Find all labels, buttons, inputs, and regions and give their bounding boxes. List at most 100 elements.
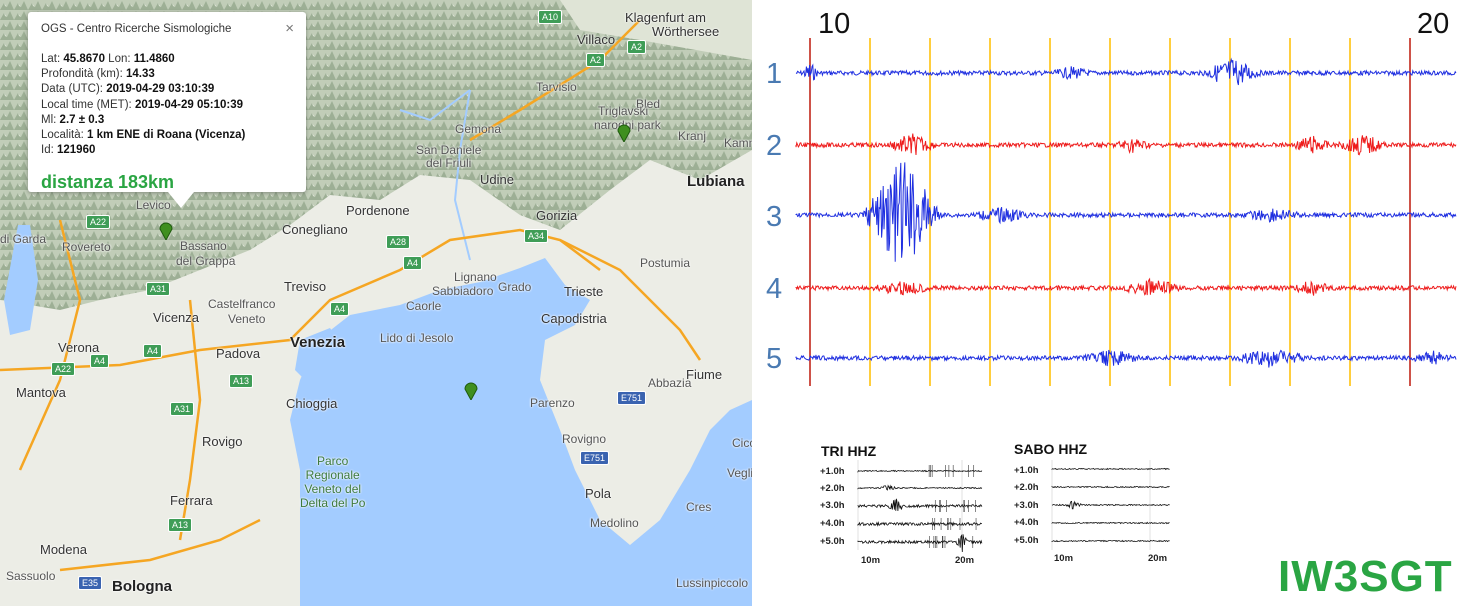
detail-row-location: Località: 1 km ENE di Roana (Vicenza) [41, 129, 246, 142]
place-label: Verona [58, 340, 100, 355]
place-label: Capodistria [541, 311, 607, 326]
panel-title-sabo: SABO HHZ [1014, 441, 1088, 457]
map-view[interactable]: Klagenfurt am Wörthersee Villaco Tarvisi… [0, 0, 752, 606]
trace-row-number: 5 [766, 343, 783, 375]
place-label: Medolino [590, 516, 639, 530]
place-label: Ferrara [170, 493, 213, 508]
panel-x-tick: 10m [1054, 553, 1074, 564]
place-label: Modena [40, 542, 87, 557]
place-label: Lido di Jesolo [380, 331, 454, 345]
seismic-trace-5 [795, 349, 1457, 368]
earthquake-info-popup: OGS - Centro Ricerche Sismologiche × Lat… [28, 12, 306, 208]
road-shield: A4 [90, 354, 110, 368]
road-shield: A31 [146, 282, 171, 296]
detail-row-id: Id: 121960 [41, 144, 96, 157]
place-label: Caorle [406, 299, 442, 313]
road-shield: A31 [170, 402, 195, 416]
place-label: Cicc [732, 436, 752, 450]
place-label: Lussinpiccolo [676, 576, 749, 590]
place-label: Wörthersee [652, 24, 720, 39]
seismic-trace-1 [795, 57, 1457, 86]
road-shield: A4 [330, 302, 350, 316]
popup-details: Lat: 45.8670 Lon: 11.4860 Profondità (km… [41, 52, 245, 158]
panel-x-tick: 10m [861, 555, 881, 566]
place-label: Pordenone [346, 203, 410, 218]
panel-x-tick: 20m [955, 555, 975, 566]
place-label: Bologna [112, 578, 172, 595]
road-shield: A34 [524, 229, 549, 243]
station-callsign: IW3SGT [1278, 552, 1453, 601]
panel-row-label: +2.0h [820, 483, 845, 494]
place-label: San Daniele [416, 143, 482, 157]
helicorder-trace [1051, 500, 1170, 510]
panel-row-label: +5.0h [820, 536, 845, 547]
map-terrain [0, 0, 752, 606]
distance-label: distanza 183km [41, 172, 175, 192]
place-label: Triglavski [598, 104, 649, 118]
place-label: Pola [585, 486, 612, 501]
road-shield: A22 [86, 215, 111, 229]
place-label: Levico [136, 198, 171, 212]
place-label: Udine [480, 172, 514, 187]
helicorder-trace [1051, 467, 1170, 471]
epicenter-marker-icon[interactable] [159, 222, 173, 240]
road-shield: E751 [580, 451, 610, 465]
trace-row-number: 1 [766, 58, 783, 90]
panel-row-label: +1.0h [1014, 465, 1039, 476]
place-label: del Grappa [176, 254, 236, 268]
helicorder-trace [857, 469, 983, 473]
place-label: Fiume [686, 367, 723, 382]
station-marker-icon[interactable] [464, 382, 478, 400]
panel-row-label: +2.0h [1014, 482, 1039, 493]
helicorder-trace [857, 484, 983, 491]
place-label: Veneto [228, 312, 266, 326]
road-shield: A2 [627, 40, 647, 54]
seismic-trace-4 [795, 277, 1457, 296]
place-label: di Garda [0, 232, 47, 246]
place-label: Klagenfurt am [625, 10, 706, 25]
station-marker-icon[interactable] [617, 124, 631, 142]
road-shield: A13 [229, 374, 254, 388]
helicorder-panels [857, 460, 1170, 553]
detail-row-coords: Lat: 45.8670 Lon: 11.4860 [41, 53, 175, 65]
road-shield: A2 [586, 53, 606, 67]
place-label: Kranj [678, 129, 707, 143]
trace-row-number: 4 [766, 273, 783, 305]
seismic-trace-3 [795, 162, 1457, 262]
road-shield: A22 [51, 362, 76, 376]
place-label: Castelfranco [208, 297, 276, 311]
popup-tail [168, 192, 194, 208]
helicorder-trace [1051, 485, 1170, 489]
detail-row-depth: Profondità (km): 14.33 [41, 68, 155, 81]
time-label-end: 20 [1417, 8, 1450, 40]
road-shield: A13 [168, 518, 193, 532]
place-label: Trieste [564, 284, 604, 299]
place-label: Villaco [577, 32, 616, 47]
place-label: Lignano [454, 270, 497, 284]
helicorder-trace [1051, 539, 1170, 543]
trace-row-number: 3 [766, 201, 783, 233]
place-label: Parenzo [530, 396, 575, 410]
detail-row-date-utc: Data (UTC): 2019-04-29 03:10:39 [41, 83, 215, 96]
helicorder-trace [1051, 521, 1170, 525]
seismic-trace-2 [795, 133, 1457, 156]
panel-title-tri: TRI HHZ [821, 443, 877, 459]
place-label: Gorizia [536, 208, 578, 223]
place-label: Padova [216, 346, 261, 361]
detail-row-magnitude: Ml: 2.7 ± 0.3 [41, 113, 105, 126]
panel-row-label: +1.0h [820, 466, 845, 477]
place-label: narodni park [594, 118, 661, 132]
place-label: Bled [636, 97, 661, 111]
park-label: Parco Regionale Veneto del Delta del Po [300, 454, 366, 510]
panel-row-label: +3.0h [820, 500, 845, 511]
road-shield: A28 [386, 235, 411, 249]
helicorder-trace [857, 498, 983, 512]
panel-row-label: +3.0h [1014, 500, 1039, 511]
seismogram-area: 10 20 1 2 3 4 5 TRI HHZ SABO HHZ +1.0h +… [752, 0, 1474, 606]
place-label: Venezia [290, 334, 346, 351]
close-icon[interactable]: × [285, 20, 294, 37]
seismogram-traces [795, 38, 1457, 386]
place-label: Rovigo [202, 434, 243, 449]
place-label: Rovigno [562, 432, 607, 446]
place-label: del Friuli [426, 156, 472, 170]
